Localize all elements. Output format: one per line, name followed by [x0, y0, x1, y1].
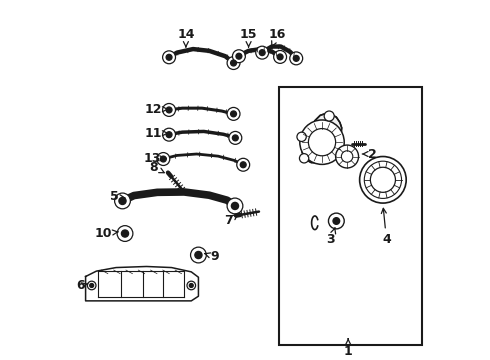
Circle shape [229, 131, 242, 144]
Circle shape [300, 120, 344, 165]
Circle shape [236, 53, 242, 59]
Bar [279, 87, 422, 345]
Text: 11: 11 [145, 127, 168, 140]
Text: 14: 14 [177, 28, 195, 47]
Circle shape [187, 281, 196, 290]
Circle shape [166, 107, 172, 113]
Circle shape [237, 158, 250, 171]
Circle shape [157, 153, 170, 166]
Circle shape [333, 218, 340, 224]
Circle shape [87, 281, 96, 290]
Circle shape [290, 52, 303, 65]
Circle shape [308, 129, 336, 156]
Text: 6: 6 [76, 279, 88, 292]
Text: 2: 2 [362, 148, 376, 161]
Circle shape [231, 111, 237, 117]
Circle shape [240, 162, 246, 168]
Circle shape [160, 156, 166, 162]
Circle shape [191, 247, 206, 263]
Text: 4: 4 [381, 208, 391, 247]
Text: 9: 9 [205, 250, 219, 263]
Circle shape [122, 230, 128, 237]
Circle shape [324, 111, 334, 121]
Circle shape [90, 284, 94, 287]
Text: 10: 10 [95, 227, 118, 240]
Text: 1: 1 [344, 339, 352, 357]
Circle shape [328, 213, 344, 229]
Circle shape [256, 46, 269, 59]
Text: 15: 15 [240, 28, 257, 47]
Circle shape [364, 161, 401, 198]
Circle shape [277, 54, 283, 60]
Circle shape [231, 60, 237, 66]
Circle shape [119, 197, 126, 204]
Circle shape [232, 135, 238, 141]
Circle shape [342, 151, 353, 162]
Text: 13: 13 [143, 152, 166, 165]
Circle shape [166, 132, 172, 138]
Circle shape [166, 54, 172, 60]
Circle shape [297, 132, 306, 141]
Text: 3: 3 [327, 228, 336, 247]
Circle shape [294, 55, 299, 61]
Circle shape [189, 284, 193, 287]
Circle shape [273, 50, 287, 63]
Circle shape [163, 104, 175, 116]
Circle shape [259, 50, 265, 55]
Circle shape [115, 193, 130, 209]
Text: 16: 16 [269, 28, 286, 47]
Text: 12: 12 [145, 103, 168, 116]
Circle shape [227, 198, 243, 214]
Text: 8: 8 [149, 161, 164, 174]
Circle shape [336, 145, 359, 168]
Circle shape [195, 252, 202, 258]
Circle shape [232, 50, 245, 63]
Circle shape [360, 157, 406, 203]
Circle shape [231, 202, 239, 210]
Circle shape [117, 226, 133, 242]
Circle shape [163, 51, 175, 64]
Circle shape [163, 128, 175, 141]
Text: 7: 7 [224, 214, 238, 228]
Circle shape [227, 107, 240, 120]
Text: 5: 5 [110, 190, 125, 203]
Circle shape [227, 57, 240, 69]
Circle shape [370, 167, 395, 192]
Polygon shape [302, 113, 342, 163]
Circle shape [299, 154, 309, 163]
